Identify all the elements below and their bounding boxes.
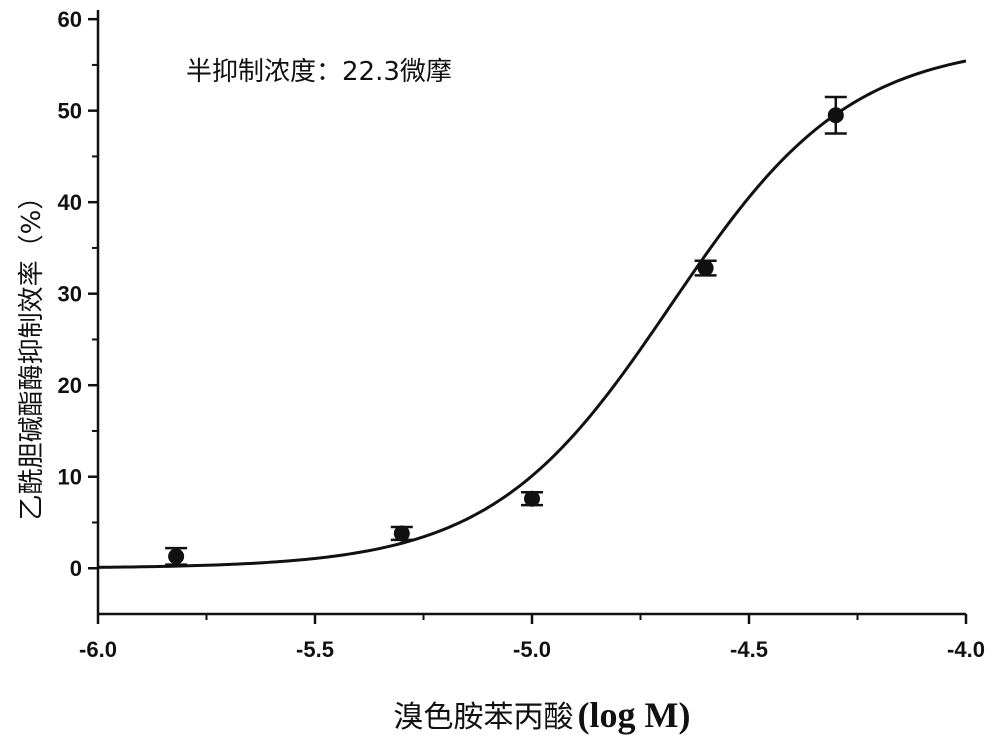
data-point-group [521, 490, 543, 507]
y-tick-label: 30 [58, 282, 82, 307]
y-tick-label: 40 [58, 190, 82, 215]
x-tick-label: -4.0 [947, 637, 985, 662]
x-axis-label-text: 溴色胺苯丙酸 [394, 700, 574, 735]
x-axis-label-unit: (log M) [578, 695, 691, 735]
x-tick-label: -6.0 [79, 637, 117, 662]
data-point [524, 490, 540, 507]
data-point [697, 260, 714, 277]
x-tick-label: -5.0 [513, 637, 551, 662]
x-axis-label: 溴色胺苯丙酸 (log M) [394, 695, 691, 735]
y-tick-label: 50 [58, 99, 82, 124]
x-tick-label: -5.5 [296, 637, 334, 662]
data-point [168, 548, 185, 565]
axes: -6.0 -5.5 -5.0 -4.5 -4.0 0 10 20 30 40 50 60 [58, 7, 985, 662]
data-point-group [694, 259, 717, 277]
x-tick-label: -4.5 [730, 637, 768, 662]
data-point-group [390, 525, 413, 542]
fit-curve-layer [97, 59, 967, 569]
y-tick-label: 60 [58, 7, 82, 32]
data-points-layer [165, 95, 847, 566]
y-tick-label: 10 [58, 465, 82, 490]
data-point-group [165, 546, 188, 566]
data-point-group [824, 95, 847, 135]
y-tick-label: 0 [70, 556, 82, 581]
data-point [827, 107, 844, 124]
data-point [393, 525, 410, 542]
fit-curve [97, 59, 967, 569]
ic50-annotation: 半抑制浓度：22.3微摩 [186, 57, 452, 87]
y-tick-label: 20 [58, 373, 82, 398]
y-axis-label: 乙酰胆碱酯酶抑制效率（%） [17, 184, 47, 521]
